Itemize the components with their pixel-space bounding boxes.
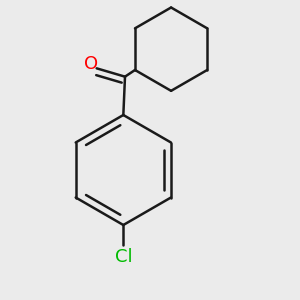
Text: O: O	[84, 55, 98, 73]
Text: Cl: Cl	[115, 248, 132, 266]
